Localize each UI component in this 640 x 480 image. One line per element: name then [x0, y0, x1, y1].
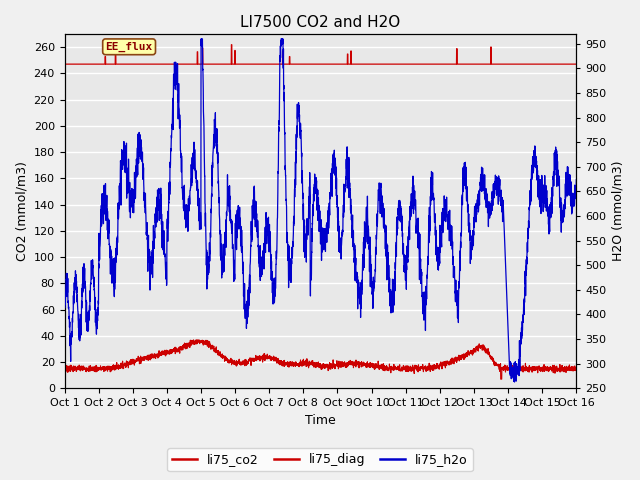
Text: EE_flux: EE_flux	[106, 42, 153, 52]
Y-axis label: CO2 (mmol/m3): CO2 (mmol/m3)	[15, 161, 28, 261]
Title: LI7500 CO2 and H2O: LI7500 CO2 and H2O	[240, 15, 401, 30]
X-axis label: Time: Time	[305, 414, 336, 427]
Legend: li75_co2, li75_diag, li75_h2o: li75_co2, li75_diag, li75_h2o	[167, 448, 473, 471]
Y-axis label: H2O (mmol/m3): H2O (mmol/m3)	[612, 161, 625, 262]
